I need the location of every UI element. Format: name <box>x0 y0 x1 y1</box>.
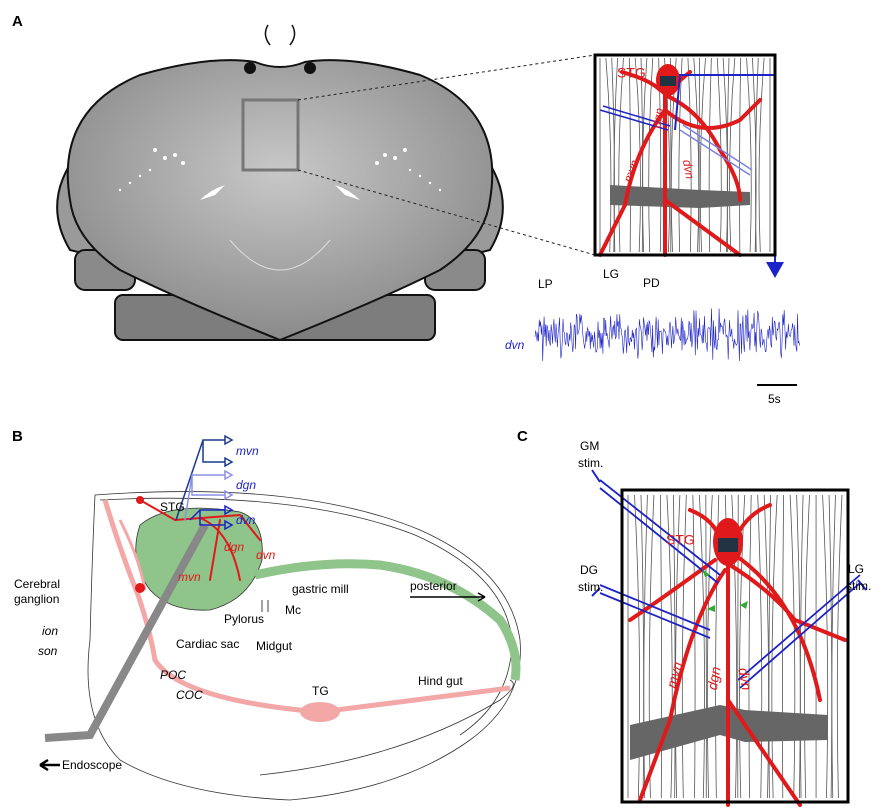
muscle-fiber <box>823 495 828 798</box>
direction-label: posterior <box>410 579 457 593</box>
muscle-fiber <box>832 495 836 798</box>
structure-label: ion <box>42 624 58 638</box>
nerve-label: dgn <box>704 665 724 691</box>
trace-label: dvn <box>505 338 525 352</box>
structure-label: TG <box>312 684 329 698</box>
stim-label: stim. <box>578 580 603 594</box>
figure: A B C STG dgn mvn dvn LP LG PD dvn 5s mv… <box>0 0 890 809</box>
stg-label: STG <box>617 65 646 81</box>
structure-label: Cerebral <box>14 577 60 591</box>
crab <box>57 25 503 340</box>
recording-trace <box>535 308 800 361</box>
electrode-label: dvn <box>236 513 256 527</box>
mc <box>262 600 268 612</box>
structure-label: Pylorus <box>224 612 264 626</box>
panel-label: C <box>517 428 528 445</box>
stg-label: STG <box>666 532 695 548</box>
electrode-label: mvn <box>236 444 259 458</box>
structure-label: ganglion <box>14 592 59 606</box>
nerve-label: dgn <box>224 540 244 554</box>
muscle-fiber <box>706 495 707 798</box>
muscle-fiber <box>769 495 771 798</box>
stim-label: stim. <box>578 456 603 470</box>
inset-c <box>592 470 866 805</box>
structure-label: Midgut <box>256 639 293 653</box>
muscle-fiber <box>707 495 712 798</box>
stim-label: DG <box>580 563 598 577</box>
structure-label: Hind gut <box>418 674 463 688</box>
arrow <box>40 760 60 770</box>
muscle-fiber <box>782 495 783 798</box>
electrode-label: dgn <box>236 478 256 492</box>
structure-label: son <box>38 644 58 658</box>
structure-label: POC <box>160 668 186 682</box>
structure-label: COC <box>176 688 203 702</box>
structure-label: Mc <box>285 603 301 617</box>
stim-label: LG <box>848 562 864 576</box>
muscle-fiber <box>829 495 832 798</box>
nerve-label: dvn <box>735 666 755 691</box>
panel-label: B <box>12 428 23 445</box>
structure-label: Endoscope <box>62 758 122 772</box>
stim-label: stim. <box>846 579 871 593</box>
stg-label: STG <box>160 500 185 514</box>
muscle-fiber <box>660 495 661 798</box>
muscle-fiber <box>837 495 842 798</box>
muscle-fiber <box>797 495 801 798</box>
nerve-label: dvn <box>256 548 276 562</box>
muscle-fiber <box>758 495 762 798</box>
muscle-fiber <box>749 495 751 798</box>
burst-label: LP <box>538 277 553 291</box>
structure-label: Cardiac sac <box>176 637 239 651</box>
burst-label: PD <box>643 276 660 290</box>
muscle-fiber <box>699 495 704 798</box>
burst-label: LG <box>603 267 619 281</box>
panel-label: A <box>12 13 23 30</box>
stim-label: GM <box>580 439 599 453</box>
muscle-fiber <box>790 495 795 798</box>
structure-label: gastric mill <box>292 582 349 596</box>
nerve-label: mvn <box>178 570 201 584</box>
scale-label: 5s <box>768 392 781 406</box>
